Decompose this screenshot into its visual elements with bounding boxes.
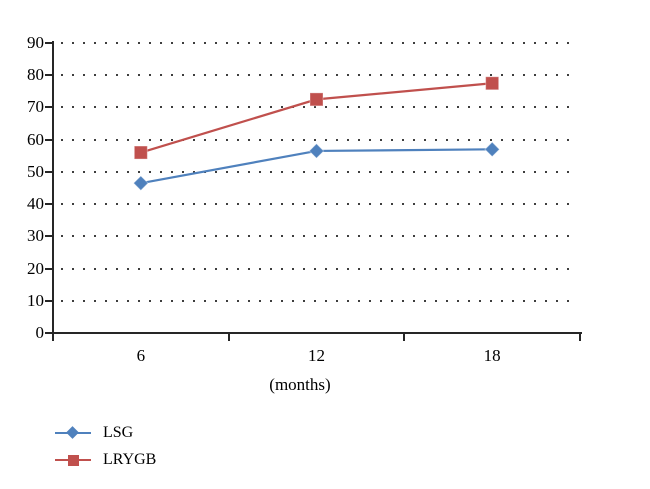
gridline-60 bbox=[61, 138, 574, 141]
lsg-series-line bbox=[140, 148, 493, 185]
legend-label-lrygb: LRYGB bbox=[103, 451, 157, 468]
y-tick-mark bbox=[45, 74, 54, 77]
y-tick-mark bbox=[45, 138, 54, 141]
gridline-10 bbox=[61, 299, 574, 302]
y-tick-mark bbox=[45, 42, 54, 44]
gridline-40 bbox=[61, 203, 574, 206]
square-marker-icon bbox=[67, 454, 79, 466]
y-tick-label: 80 bbox=[27, 65, 44, 85]
y-tick-label: 30 bbox=[27, 226, 44, 246]
y-tick-mark bbox=[45, 267, 54, 270]
legend-label-lsg: LSG bbox=[103, 424, 134, 441]
x-tick-mark bbox=[227, 334, 230, 341]
gridline-20 bbox=[61, 267, 574, 270]
y-tick-label: 40 bbox=[27, 194, 44, 214]
y-tick-label: 90 bbox=[27, 33, 44, 52]
gridline-90 bbox=[61, 42, 574, 44]
y-axis-line bbox=[52, 41, 54, 334]
y-tick-mark bbox=[45, 332, 54, 334]
gridline-80 bbox=[61, 74, 574, 77]
lsg-diamond-marker-icon bbox=[132, 175, 149, 192]
gridline-50 bbox=[61, 170, 574, 173]
y-tick-label: 0 bbox=[35, 323, 45, 342]
y-tick-mark bbox=[45, 106, 54, 109]
y-tick-mark bbox=[45, 170, 54, 173]
legend-item-lsg: LSG bbox=[55, 423, 156, 443]
x-tick-mark bbox=[403, 334, 406, 341]
lrygb-square-marker-icon bbox=[133, 145, 148, 160]
lrygb-swatch bbox=[55, 453, 91, 467]
y-tick-label: 20 bbox=[27, 258, 44, 278]
y-tick-label: 50 bbox=[27, 161, 44, 181]
x-tick-label: 12 bbox=[308, 346, 325, 365]
lrygb-series-line bbox=[140, 82, 493, 154]
diamond-marker-icon bbox=[66, 426, 79, 439]
y-tick-mark bbox=[45, 235, 54, 238]
y-tick-label: 60 bbox=[27, 129, 44, 149]
lsg-diamond-marker-icon bbox=[484, 141, 501, 158]
x-tick-mark bbox=[579, 334, 581, 341]
gridline-70 bbox=[61, 106, 574, 109]
y-tick-mark bbox=[45, 299, 54, 302]
y-tick-label: 70 bbox=[27, 97, 44, 117]
x-tick-label: 18 bbox=[483, 346, 501, 365]
lrygb-square-marker-icon bbox=[485, 76, 500, 91]
x-axis-line bbox=[52, 332, 582, 334]
x-axis-title: (months) bbox=[269, 375, 331, 394]
y-tick-label: 10 bbox=[27, 290, 44, 310]
gridline-30 bbox=[61, 235, 574, 238]
x-tick-label: 6 bbox=[136, 346, 146, 365]
lsg-diamond-marker-icon bbox=[308, 143, 325, 159]
lsg-swatch bbox=[55, 426, 91, 440]
legend-item-lrygb: LRYGB bbox=[55, 450, 156, 470]
lrygb-square-marker-icon bbox=[309, 92, 324, 107]
legend: LSG LRYGB bbox=[55, 423, 156, 477]
x-tick-mark bbox=[52, 334, 54, 341]
y-tick-mark bbox=[45, 203, 54, 206]
